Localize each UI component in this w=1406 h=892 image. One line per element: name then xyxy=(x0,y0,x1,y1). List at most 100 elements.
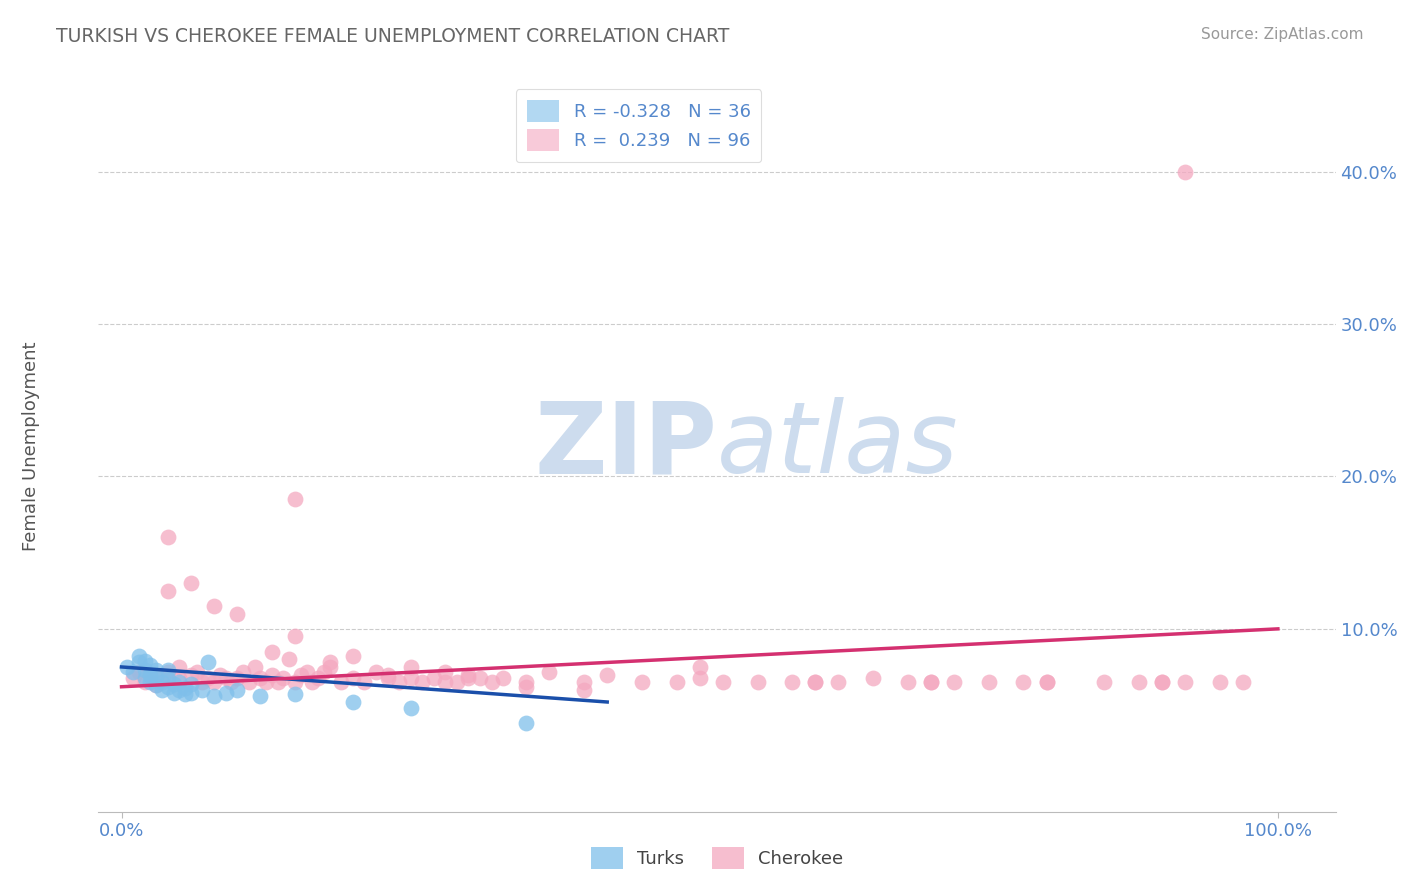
Point xyxy=(145,671,167,685)
Point xyxy=(596,667,619,681)
Point xyxy=(117,660,139,674)
Point xyxy=(318,656,340,670)
Point xyxy=(1094,675,1116,690)
Point xyxy=(301,675,323,690)
Point xyxy=(388,675,411,690)
Point xyxy=(169,660,191,674)
Point xyxy=(1035,675,1057,690)
Point xyxy=(295,665,318,679)
Point xyxy=(191,682,214,697)
Point xyxy=(284,630,307,644)
Point xyxy=(399,660,422,674)
Point xyxy=(862,671,884,685)
Point xyxy=(353,675,375,690)
Point xyxy=(156,530,179,544)
Point xyxy=(689,660,711,674)
Point xyxy=(920,675,942,690)
Point xyxy=(238,675,260,690)
Point xyxy=(1128,675,1150,690)
Point xyxy=(145,678,167,692)
Point xyxy=(1012,675,1035,690)
Point xyxy=(804,675,827,690)
Point xyxy=(139,658,162,673)
Point xyxy=(122,671,145,685)
Point xyxy=(457,671,479,685)
Point xyxy=(180,576,202,591)
Point xyxy=(208,667,231,681)
Point xyxy=(134,675,156,690)
Point xyxy=(214,686,236,700)
Point xyxy=(134,671,156,685)
Point xyxy=(150,675,173,690)
Point xyxy=(191,675,214,690)
Point xyxy=(920,675,942,690)
Point xyxy=(266,675,288,690)
Text: ZIP: ZIP xyxy=(534,398,717,494)
Point xyxy=(162,676,184,690)
Point xyxy=(202,675,225,690)
Point xyxy=(197,656,219,670)
Point xyxy=(538,665,561,679)
Point xyxy=(434,665,457,679)
Point xyxy=(515,680,537,694)
Point xyxy=(197,671,219,685)
Point xyxy=(128,656,150,670)
Point xyxy=(145,678,167,692)
Point xyxy=(249,671,271,685)
Point xyxy=(1174,675,1197,690)
Point xyxy=(128,649,150,664)
Point xyxy=(221,675,243,690)
Legend: Turks, Cherokee: Turks, Cherokee xyxy=(583,839,851,876)
Point xyxy=(214,671,236,685)
Text: Source: ZipAtlas.com: Source: ZipAtlas.com xyxy=(1201,27,1364,42)
Point xyxy=(180,676,202,690)
Point xyxy=(278,652,301,666)
Point xyxy=(411,675,433,690)
Point xyxy=(290,667,312,681)
Point xyxy=(897,675,920,690)
Point xyxy=(572,682,595,697)
Point xyxy=(232,665,254,679)
Text: atlas: atlas xyxy=(717,398,959,494)
Point xyxy=(226,682,249,697)
Point xyxy=(377,671,399,685)
Point xyxy=(202,689,225,703)
Point xyxy=(249,689,271,703)
Point xyxy=(260,667,283,681)
Point xyxy=(156,583,179,598)
Point xyxy=(446,675,468,690)
Point xyxy=(377,667,399,681)
Point xyxy=(631,675,654,690)
Point xyxy=(689,671,711,685)
Point xyxy=(128,665,150,679)
Text: Female Unemployment: Female Unemployment xyxy=(22,342,39,550)
Point xyxy=(481,675,503,690)
Point xyxy=(139,675,162,690)
Point xyxy=(186,665,208,679)
Point xyxy=(399,701,422,715)
Point xyxy=(342,649,364,664)
Point xyxy=(139,667,162,681)
Point xyxy=(134,654,156,668)
Point xyxy=(312,665,335,679)
Point xyxy=(943,675,966,690)
Point xyxy=(492,671,515,685)
Point xyxy=(711,675,734,690)
Point xyxy=(162,686,184,700)
Point xyxy=(330,675,353,690)
Point xyxy=(364,665,387,679)
Point xyxy=(226,607,249,621)
Point xyxy=(1209,675,1232,690)
Text: TURKISH VS CHEROKEE FEMALE UNEMPLOYMENT CORRELATION CHART: TURKISH VS CHEROKEE FEMALE UNEMPLOYMENT … xyxy=(56,27,730,45)
Point xyxy=(226,671,249,685)
Point xyxy=(202,599,225,613)
Point xyxy=(284,675,307,690)
Point xyxy=(169,682,191,697)
Point xyxy=(747,675,769,690)
Point xyxy=(243,660,266,674)
Point xyxy=(134,663,156,677)
Point xyxy=(180,667,202,681)
Point xyxy=(260,645,283,659)
Point xyxy=(1152,675,1174,690)
Point xyxy=(1035,675,1057,690)
